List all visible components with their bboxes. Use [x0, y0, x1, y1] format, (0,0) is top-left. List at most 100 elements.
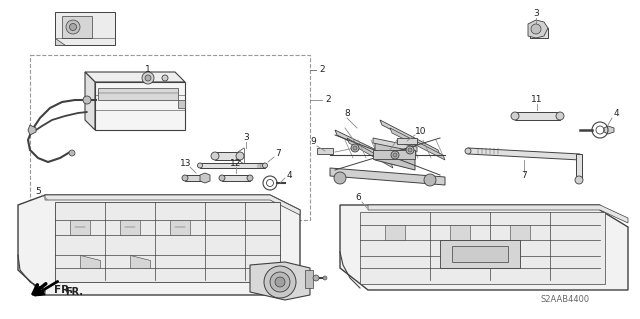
Circle shape	[531, 24, 541, 34]
Polygon shape	[340, 205, 628, 290]
Circle shape	[351, 144, 359, 152]
Circle shape	[198, 163, 202, 168]
Text: 5: 5	[35, 188, 41, 197]
Circle shape	[556, 112, 564, 120]
Text: S2AAB4400: S2AAB4400	[540, 295, 589, 305]
Circle shape	[270, 272, 290, 292]
Circle shape	[145, 75, 151, 81]
Circle shape	[334, 172, 346, 184]
Polygon shape	[604, 126, 614, 134]
Bar	[55, 202, 280, 282]
Polygon shape	[373, 138, 417, 152]
Bar	[373, 150, 415, 159]
Circle shape	[393, 153, 397, 157]
Polygon shape	[515, 112, 560, 120]
Circle shape	[236, 152, 244, 160]
Bar	[305, 270, 313, 288]
Bar	[452, 246, 508, 262]
Circle shape	[406, 146, 414, 154]
Text: FR.: FR.	[65, 287, 83, 297]
Polygon shape	[468, 148, 580, 160]
Circle shape	[219, 175, 225, 181]
Polygon shape	[222, 175, 250, 181]
Text: 4: 4	[286, 170, 292, 180]
Circle shape	[66, 20, 80, 34]
Polygon shape	[335, 130, 397, 165]
Polygon shape	[347, 138, 393, 168]
Circle shape	[142, 72, 154, 84]
Text: 7: 7	[275, 150, 281, 159]
Circle shape	[275, 277, 285, 287]
Text: 4: 4	[613, 109, 619, 118]
Circle shape	[408, 148, 412, 152]
Bar	[98, 88, 178, 100]
Polygon shape	[130, 255, 150, 268]
Bar	[62, 16, 92, 38]
Text: 2: 2	[325, 95, 331, 105]
Circle shape	[182, 175, 188, 181]
Polygon shape	[120, 220, 140, 235]
Polygon shape	[317, 148, 333, 154]
Polygon shape	[330, 168, 445, 185]
Polygon shape	[18, 195, 300, 295]
Text: 1: 1	[145, 65, 151, 75]
Text: 9: 9	[310, 137, 316, 146]
Text: 3: 3	[533, 10, 539, 19]
Polygon shape	[385, 225, 405, 240]
Circle shape	[211, 152, 219, 160]
Circle shape	[353, 146, 357, 150]
Polygon shape	[95, 82, 185, 130]
Text: 2: 2	[319, 65, 325, 75]
Polygon shape	[85, 72, 95, 130]
Polygon shape	[450, 225, 470, 240]
Bar	[360, 212, 605, 284]
Polygon shape	[215, 152, 240, 160]
Circle shape	[313, 275, 319, 281]
Text: 13: 13	[180, 159, 192, 167]
Bar	[30, 55, 310, 220]
Circle shape	[575, 176, 583, 184]
Polygon shape	[80, 255, 100, 268]
Polygon shape	[55, 38, 65, 45]
Polygon shape	[530, 28, 548, 38]
Text: 12: 12	[230, 159, 242, 167]
Text: 6: 6	[355, 194, 361, 203]
Polygon shape	[85, 72, 185, 82]
Text: 3: 3	[243, 133, 249, 143]
Polygon shape	[510, 225, 530, 240]
Polygon shape	[200, 163, 265, 168]
Text: 7: 7	[521, 172, 527, 181]
Polygon shape	[250, 262, 310, 300]
Circle shape	[323, 276, 327, 280]
Polygon shape	[528, 20, 548, 38]
Circle shape	[511, 112, 519, 120]
Polygon shape	[390, 128, 445, 160]
Polygon shape	[28, 125, 36, 135]
Text: 10: 10	[415, 127, 427, 136]
Circle shape	[247, 175, 253, 181]
Polygon shape	[170, 220, 190, 235]
Polygon shape	[45, 195, 300, 215]
Polygon shape	[380, 120, 440, 155]
Circle shape	[69, 150, 75, 156]
Polygon shape	[375, 140, 415, 170]
Polygon shape	[200, 173, 210, 183]
Polygon shape	[576, 154, 582, 178]
Circle shape	[262, 163, 268, 168]
Polygon shape	[55, 12, 115, 45]
Circle shape	[391, 151, 399, 159]
Polygon shape	[440, 240, 520, 268]
Polygon shape	[368, 205, 628, 223]
Circle shape	[424, 174, 436, 186]
Circle shape	[264, 266, 296, 298]
Text: 8: 8	[344, 108, 350, 117]
Polygon shape	[185, 175, 208, 181]
Circle shape	[70, 24, 77, 31]
Polygon shape	[397, 138, 417, 144]
Circle shape	[83, 96, 91, 104]
Polygon shape	[70, 220, 90, 235]
Bar	[178, 100, 185, 108]
Text: FR.: FR.	[54, 285, 74, 295]
Text: 11: 11	[531, 95, 543, 105]
Circle shape	[162, 75, 168, 81]
